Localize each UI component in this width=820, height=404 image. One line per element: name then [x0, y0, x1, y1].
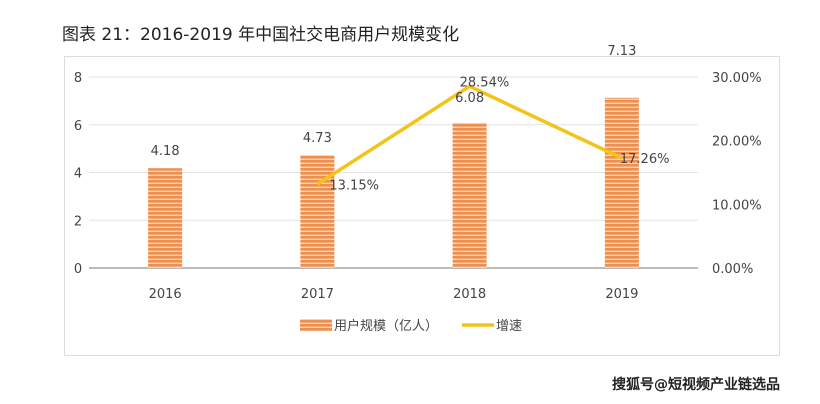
line-data-label: 17.26% [620, 152, 670, 167]
chart-title: 图表 21：2016-2019 年中国社交电商用户规模变化 [62, 25, 460, 45]
legend-bar-swatch [300, 319, 332, 331]
left-tick-label: 0 [74, 262, 82, 277]
bar [148, 168, 183, 268]
bar [452, 122, 487, 268]
bar [604, 97, 639, 269]
watermark: 搜狐号@短视频产业链选品 [612, 377, 780, 393]
right-tick-label: 20.00% [712, 135, 762, 150]
line-data-label: 13.15% [329, 178, 379, 193]
line-data-label: 28.54% [460, 75, 510, 90]
left-tick-label: 2 [74, 214, 82, 229]
left-tick-label: 4 [74, 167, 82, 182]
bar-data-label: 4.18 [151, 144, 180, 159]
left-tick-label: 6 [74, 119, 82, 134]
x-tick-label: 2018 [453, 287, 486, 302]
growth-line [316, 84, 623, 186]
legend-label: 用户规模（亿人） [334, 318, 438, 334]
bar-data-label: 7.13 [607, 44, 636, 59]
chart-frame [64, 56, 780, 356]
bar [300, 155, 335, 268]
x-tick-label: 2016 [149, 287, 182, 302]
right-tick-label: 10.00% [712, 198, 762, 213]
x-tick-label: 2017 [301, 287, 334, 302]
bar-data-label: 4.73 [303, 131, 332, 146]
right-tick-label: 0.00% [712, 262, 753, 277]
x-tick-label: 2019 [605, 287, 638, 302]
legend-label: 增速 [496, 319, 522, 334]
bar-data-label: 6.08 [455, 91, 484, 106]
left-tick-label: 8 [74, 71, 82, 86]
right-tick-label: 30.00% [712, 71, 762, 86]
